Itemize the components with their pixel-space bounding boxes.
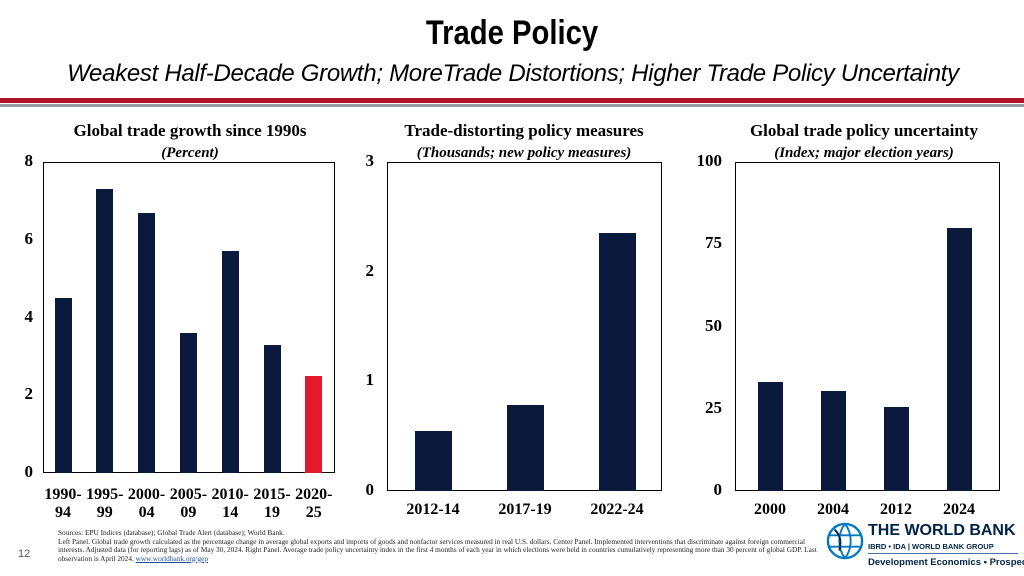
bar <box>883 407 909 491</box>
y-tick-label: 2 <box>24 384 34 404</box>
bar <box>54 298 72 473</box>
y-tick-label: 75 <box>705 233 722 253</box>
y-tick-label: 4 <box>24 306 34 326</box>
world-bank-logo: THE WORLD BANK IBRD • IDA | WORLD BANK G… <box>826 522 1024 572</box>
y-tick-label: 0 <box>713 480 723 499</box>
title-rule-gray <box>0 104 1024 107</box>
x-tick-label: 2000 <box>754 501 786 518</box>
bar <box>96 189 114 473</box>
bar <box>305 375 323 473</box>
x-tick-label: 2017-19 <box>498 501 552 518</box>
bar <box>506 405 544 491</box>
bar <box>263 344 281 473</box>
panel-title: Global trade growth since 1990s <box>73 121 307 140</box>
logo-name: THE WORLD BANK <box>868 522 1016 539</box>
slide-title: Trade Policy <box>425 14 599 52</box>
panel-subtitle: (Index; major election years) <box>774 145 954 161</box>
footnote-link[interactable]: www.worldbank.org/gep <box>135 553 208 563</box>
globe-icon <box>826 522 864 560</box>
y-tick-label: 50 <box>705 315 722 335</box>
y-tick-label: 1 <box>365 370 375 390</box>
y-tick-label: 25 <box>705 397 722 417</box>
footnote-notes: Left Panel. Global trade growth calculat… <box>58 536 818 564</box>
x-tick-label: 2012 <box>880 501 912 518</box>
bar <box>598 233 636 491</box>
bar <box>757 382 783 491</box>
footnote-notes-text: Left Panel. Global trade growth calculat… <box>58 536 817 563</box>
y-tick-label: 0 <box>365 480 375 499</box>
panel-subtitle: (Percent) <box>161 145 219 161</box>
bar <box>414 430 452 491</box>
slide-subtitle: Weakest Half-Decade Growth; MoreTrade Di… <box>67 60 959 87</box>
x-tick-label: 2004 <box>817 501 849 518</box>
y-tick-label: 8 <box>24 151 34 170</box>
y-tick-label: 3 <box>365 151 375 170</box>
bar <box>138 212 156 473</box>
panel-subtitle: (Thousands; new policy measures) <box>416 145 632 161</box>
x-tick-label: 2012-14 <box>406 501 460 518</box>
page-number: 12 <box>18 548 31 560</box>
y-tick-label: 0 <box>24 462 34 481</box>
logo-department: Development Economics • Prospects <box>868 557 1024 568</box>
x-tick-label: 1990- 94 <box>44 486 82 521</box>
panel-title: Trade-distorting policy measures <box>404 121 644 140</box>
title-rule-red <box>0 98 1024 103</box>
y-tick-label: 2 <box>365 260 375 280</box>
y-tick-label: 100 <box>696 151 723 170</box>
x-tick-label: 2005- 09 <box>169 486 208 521</box>
x-tick-label: 1995- 99 <box>86 486 124 521</box>
bar <box>946 227 972 491</box>
x-tick-label: 2010- 14 <box>211 486 249 521</box>
logo-divider <box>868 553 1018 554</box>
bar <box>221 251 239 473</box>
y-tick-label: 6 <box>24 228 34 248</box>
x-tick-label: 2024 <box>943 501 975 518</box>
x-tick-label: 2022-24 <box>590 501 644 518</box>
bar <box>820 390 846 491</box>
x-tick-label: 2000- 04 <box>127 486 166 521</box>
panel-title: Global trade policy uncertainty <box>749 121 979 140</box>
bar <box>179 333 197 473</box>
logo-group-line: IBRD • IDA | WORLD BANK GROUP <box>868 542 994 551</box>
footnote-sources: Sources: EPU Indices (database); Global … <box>58 528 285 537</box>
x-tick-label: 2015- 19 <box>253 486 291 521</box>
x-tick-label: 2020- 25 <box>295 486 333 521</box>
plot-frame <box>735 162 1000 491</box>
footnote: Sources: EPU Indices (database); Global … <box>58 528 818 564</box>
